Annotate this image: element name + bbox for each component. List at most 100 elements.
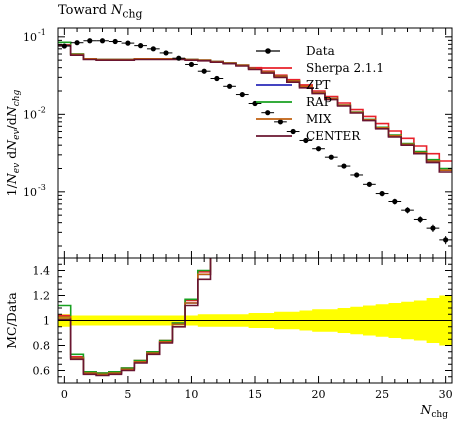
legend-item: Sherpa 2.1.1: [256, 61, 384, 75]
main-panel-plot: [58, 38, 452, 245]
data-point-marker: [430, 225, 436, 231]
x-tick-label: 0: [61, 388, 68, 401]
data-point-marker: [277, 119, 284, 125]
x-tick-label: 10: [184, 388, 198, 401]
y-axis-label-main: 1/Nev dNev/dNchg: [4, 89, 22, 196]
y-tick-label-ratio: 1: [43, 315, 50, 328]
data-point-marker: [443, 237, 449, 243]
legend-item: ZPT: [256, 78, 330, 92]
data-point: [439, 236, 452, 245]
data-point-marker: [328, 154, 334, 160]
data-point-marker: [61, 43, 67, 49]
data-point: [197, 68, 211, 74]
data-point-marker: [303, 137, 309, 144]
data-point-marker: [214, 75, 220, 82]
data-point: [235, 91, 249, 98]
data-point: [286, 128, 300, 135]
data-point-marker: [341, 163, 347, 169]
data-point: [70, 40, 84, 46]
x-tick-label: 25: [375, 388, 389, 401]
y-tick-label-ratio: 1.2: [33, 290, 51, 303]
data-point: [375, 190, 389, 197]
x-axis-label: Nchg: [419, 402, 448, 420]
data-point-marker: [163, 50, 169, 56]
x-tick-label: 30: [439, 388, 453, 401]
data-point: [274, 119, 287, 125]
data-point-marker: [176, 55, 182, 61]
y-tick-label-ratio: 1.4: [33, 265, 51, 278]
data-point: [261, 110, 275, 116]
data-point: [210, 75, 224, 82]
data-point-marker: [125, 40, 131, 46]
data-point: [96, 38, 109, 44]
legend-label: MIX: [306, 112, 332, 126]
data-point-marker: [201, 68, 207, 74]
data-point-marker: [87, 38, 93, 44]
data-point: [172, 55, 186, 61]
data-point: [121, 40, 135, 46]
data-point: [223, 83, 236, 89]
data-point-marker: [188, 61, 195, 68]
legend-label: Sherpa 2.1.1: [306, 61, 384, 75]
y-tick-label-main: 10: [23, 186, 37, 199]
data-point-marker: [239, 91, 245, 98]
data-point: [58, 43, 71, 49]
data-point-marker: [290, 128, 296, 135]
ratio-line-4: [58, 258, 212, 377]
data-point-marker: [99, 38, 106, 44]
data-point: [185, 61, 198, 68]
data-point: [299, 137, 313, 144]
y-tick-label-main: 10: [23, 108, 37, 121]
data-point: [312, 146, 325, 152]
data-point: [108, 38, 122, 45]
data-point: [159, 50, 173, 56]
data-point: [388, 198, 402, 205]
data-point-marker: [417, 216, 423, 223]
legend-label: RAP: [306, 95, 332, 109]
data-point: [363, 181, 376, 187]
legend-item: CENTER: [256, 129, 361, 143]
chart-title: Toward Nchg: [58, 3, 143, 21]
data-point: [401, 207, 414, 214]
data-point-marker: [138, 43, 144, 49]
data-point: [146, 46, 160, 52]
data-point-marker: [404, 207, 411, 213]
data-point-marker: [366, 181, 372, 187]
series-line-4: [58, 44, 452, 173]
data-point-marker: [392, 198, 398, 205]
x-tick-label: 15: [248, 388, 262, 401]
data-point: [426, 224, 440, 232]
legend: Data Sherpa 2.1.1 ZPT RAP MIX CENTER: [256, 44, 384, 143]
legend-label: CENTER: [306, 129, 361, 143]
legend-item: MIX: [256, 112, 332, 126]
data-point: [337, 163, 351, 169]
data-point-marker: [379, 190, 385, 197]
legend-label: ZPT: [306, 78, 330, 92]
legend-item: RAP: [256, 95, 332, 109]
legend-marker: [265, 48, 271, 54]
data-point-marker: [315, 146, 322, 152]
series-line-1: [58, 44, 452, 171]
x-tick-label: 5: [124, 388, 131, 401]
data-point: [324, 154, 338, 160]
legend-label: Data: [306, 44, 335, 58]
data-point-marker: [265, 110, 271, 116]
y-tick-label-exp: -2: [38, 105, 46, 114]
data-point: [350, 172, 364, 178]
y-tick-label-exp: -3: [38, 183, 46, 192]
y-tick-label-ratio: 0.6: [33, 365, 51, 378]
y-axis-label-ratio: MC/Data: [4, 292, 19, 349]
data-point-marker: [112, 38, 118, 45]
y-tick-label-main: 10: [23, 31, 37, 44]
data-point: [413, 216, 427, 223]
data-point-marker: [150, 46, 156, 52]
data-point: [134, 43, 147, 49]
data-point-marker: [74, 40, 80, 46]
main-panel-frame: [57, 27, 453, 259]
data-point-marker: [354, 172, 360, 178]
data-point: [83, 38, 97, 44]
y-tick-label-exp: -1: [38, 28, 46, 37]
data-point-marker: [226, 83, 233, 89]
series-line-3: [58, 44, 452, 171]
